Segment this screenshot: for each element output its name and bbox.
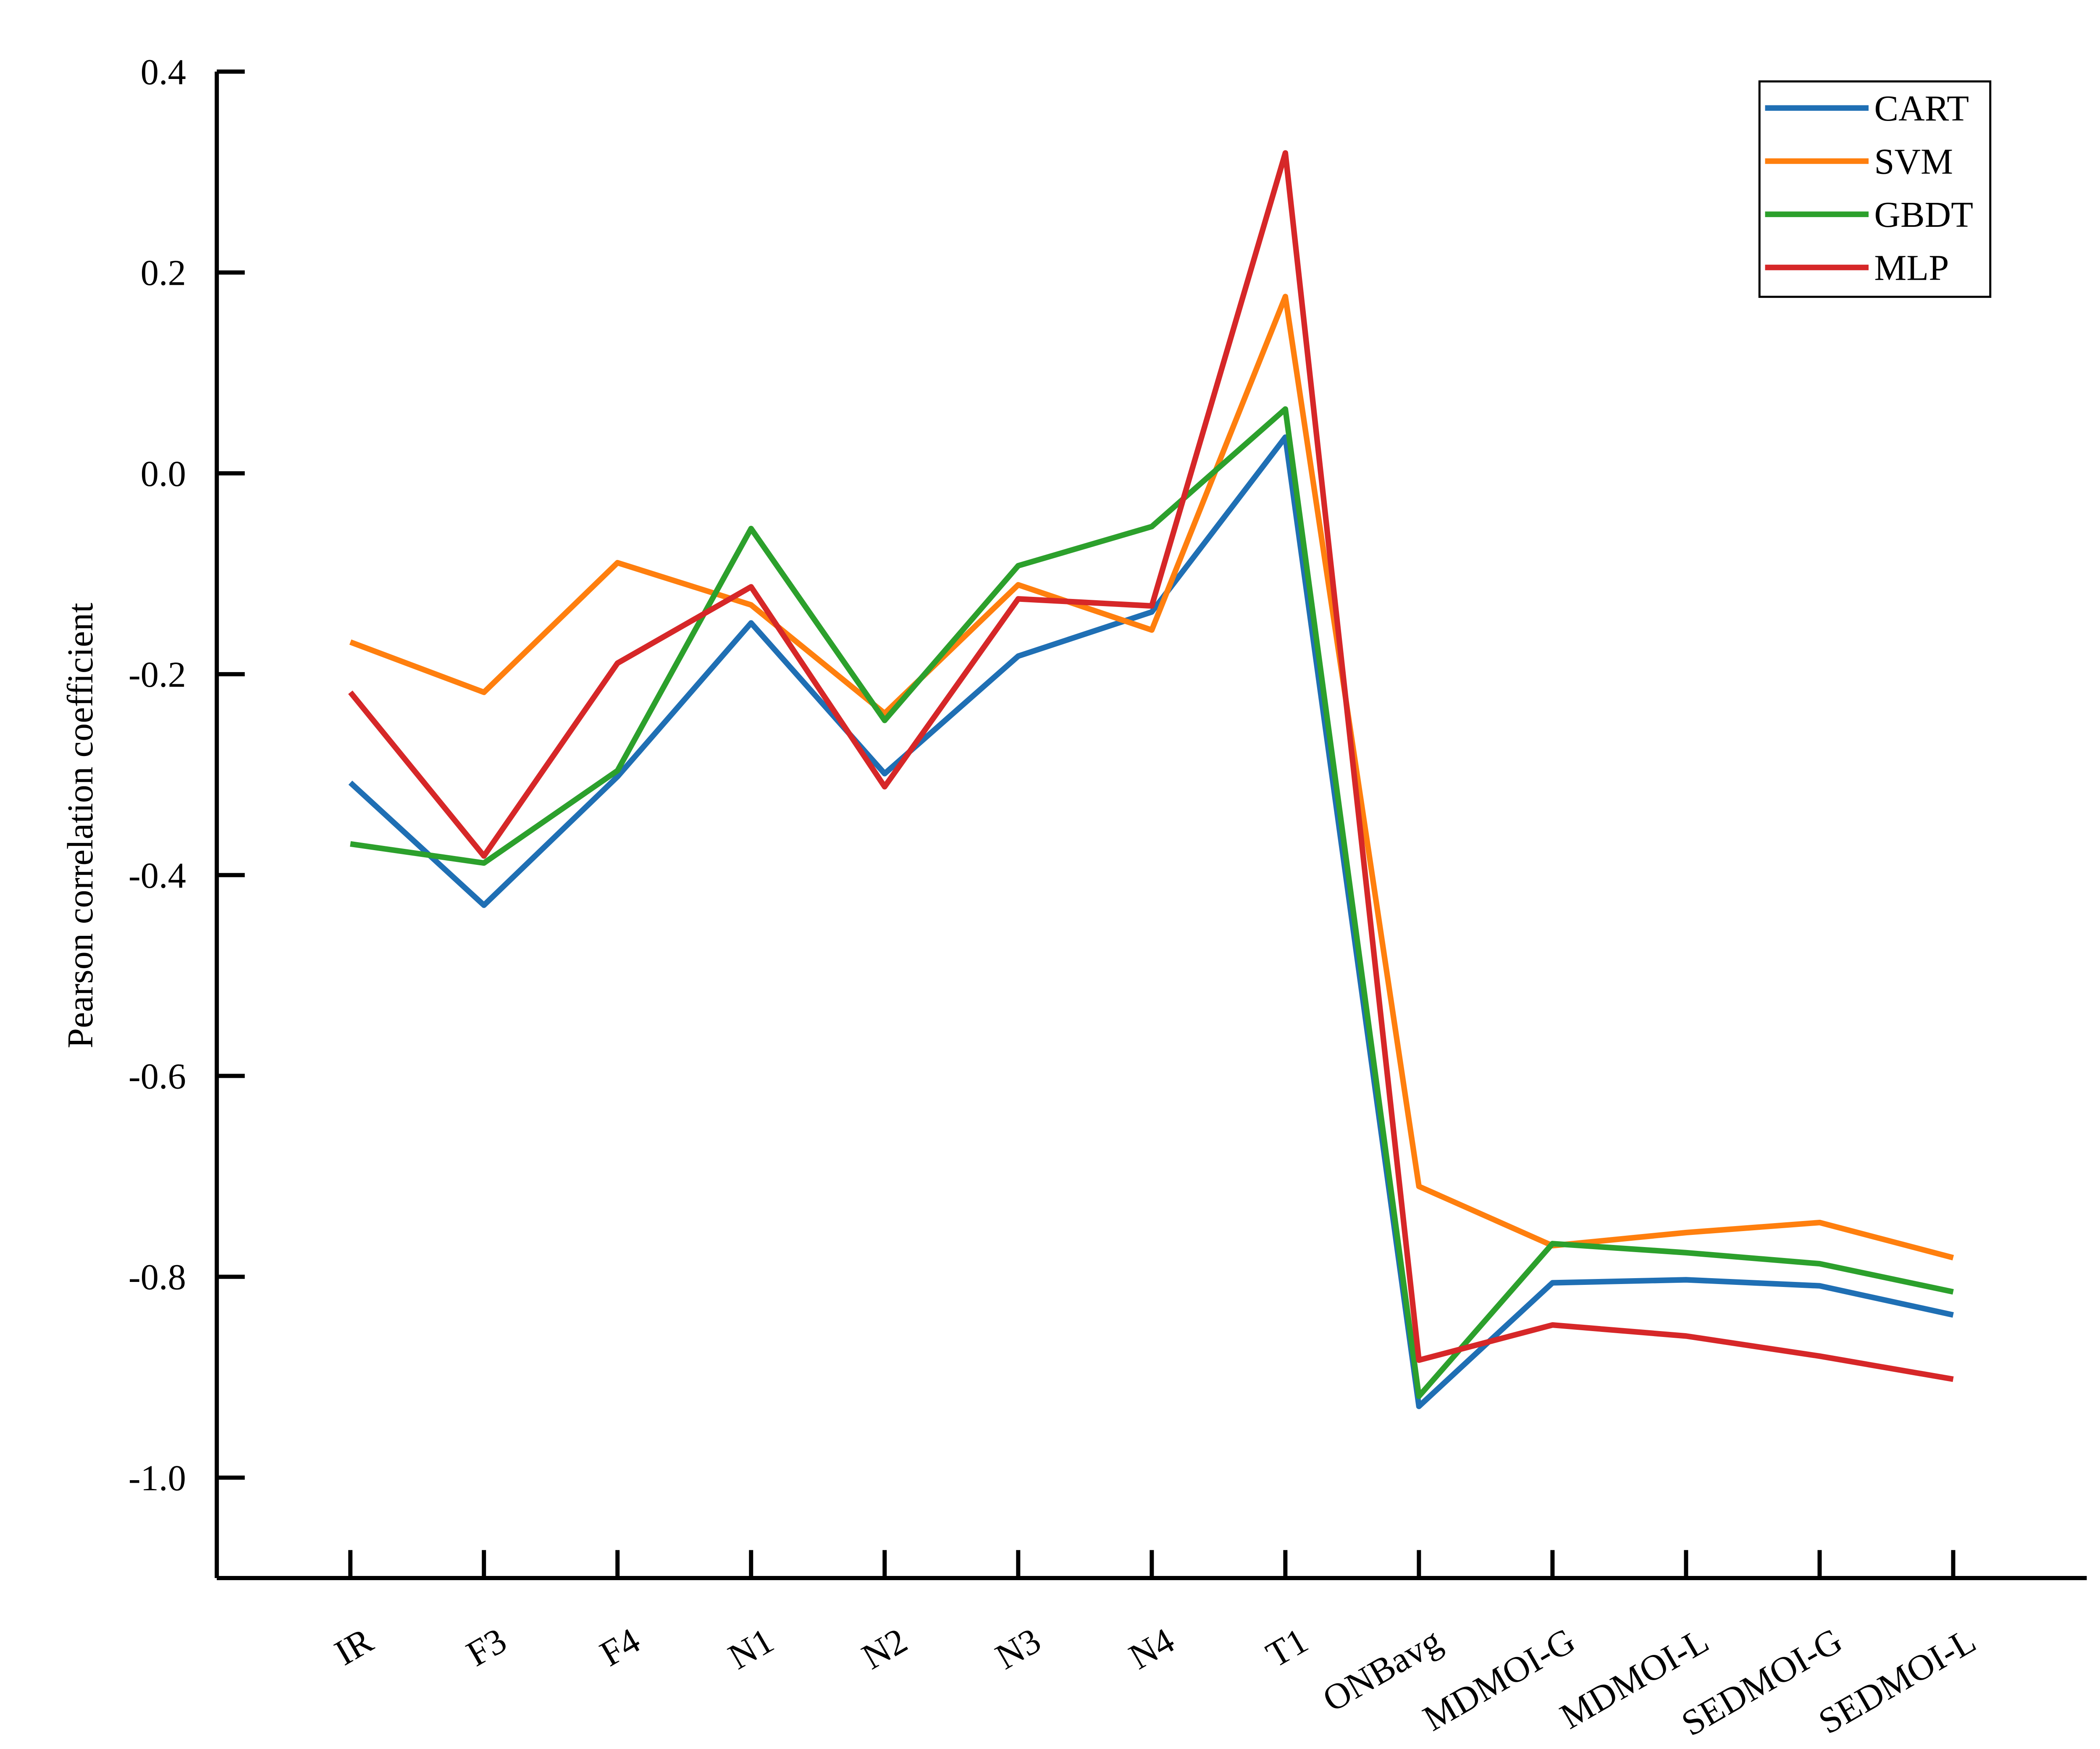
x-tick-label: F3 bbox=[459, 1620, 513, 1674]
y-tick-label: 0.0 bbox=[141, 454, 186, 494]
y-tick-label: -1.0 bbox=[129, 1458, 186, 1498]
x-tick-label: N4 bbox=[1122, 1620, 1181, 1677]
x-tick-label: F4 bbox=[593, 1620, 646, 1674]
x-tick-label: N1 bbox=[722, 1620, 780, 1677]
line-series bbox=[349, 294, 1954, 1261]
y-tick-label: 0.2 bbox=[141, 253, 186, 293]
line-series bbox=[350, 406, 1954, 1399]
legend-box bbox=[1758, 80, 1992, 298]
y-tick-label: 0.4 bbox=[141, 52, 186, 92]
x-tick-label: IR bbox=[328, 1620, 380, 1673]
x-tick-label: N2 bbox=[855, 1620, 914, 1677]
legend-label: MLP bbox=[1874, 248, 1949, 288]
legend-label: GBDT bbox=[1874, 194, 1973, 235]
y-tick-label: -0.4 bbox=[129, 855, 186, 896]
x-tick-label: T1 bbox=[1260, 1620, 1315, 1675]
legend-label: CART bbox=[1874, 88, 1969, 129]
y-tick-label: -0.6 bbox=[129, 1056, 186, 1097]
y-tick-label: -0.8 bbox=[129, 1257, 186, 1297]
x-tick-label: N3 bbox=[989, 1620, 1047, 1677]
y-axis-label: Pearson correlation coefficient bbox=[60, 603, 100, 1048]
legend-label: SVM bbox=[1874, 142, 1953, 182]
line-series bbox=[348, 150, 1954, 1382]
y-tick-label: -0.2 bbox=[129, 654, 186, 695]
x-tick-label: MDMOI-G bbox=[1416, 1620, 1582, 1739]
line-series bbox=[348, 434, 1954, 1409]
